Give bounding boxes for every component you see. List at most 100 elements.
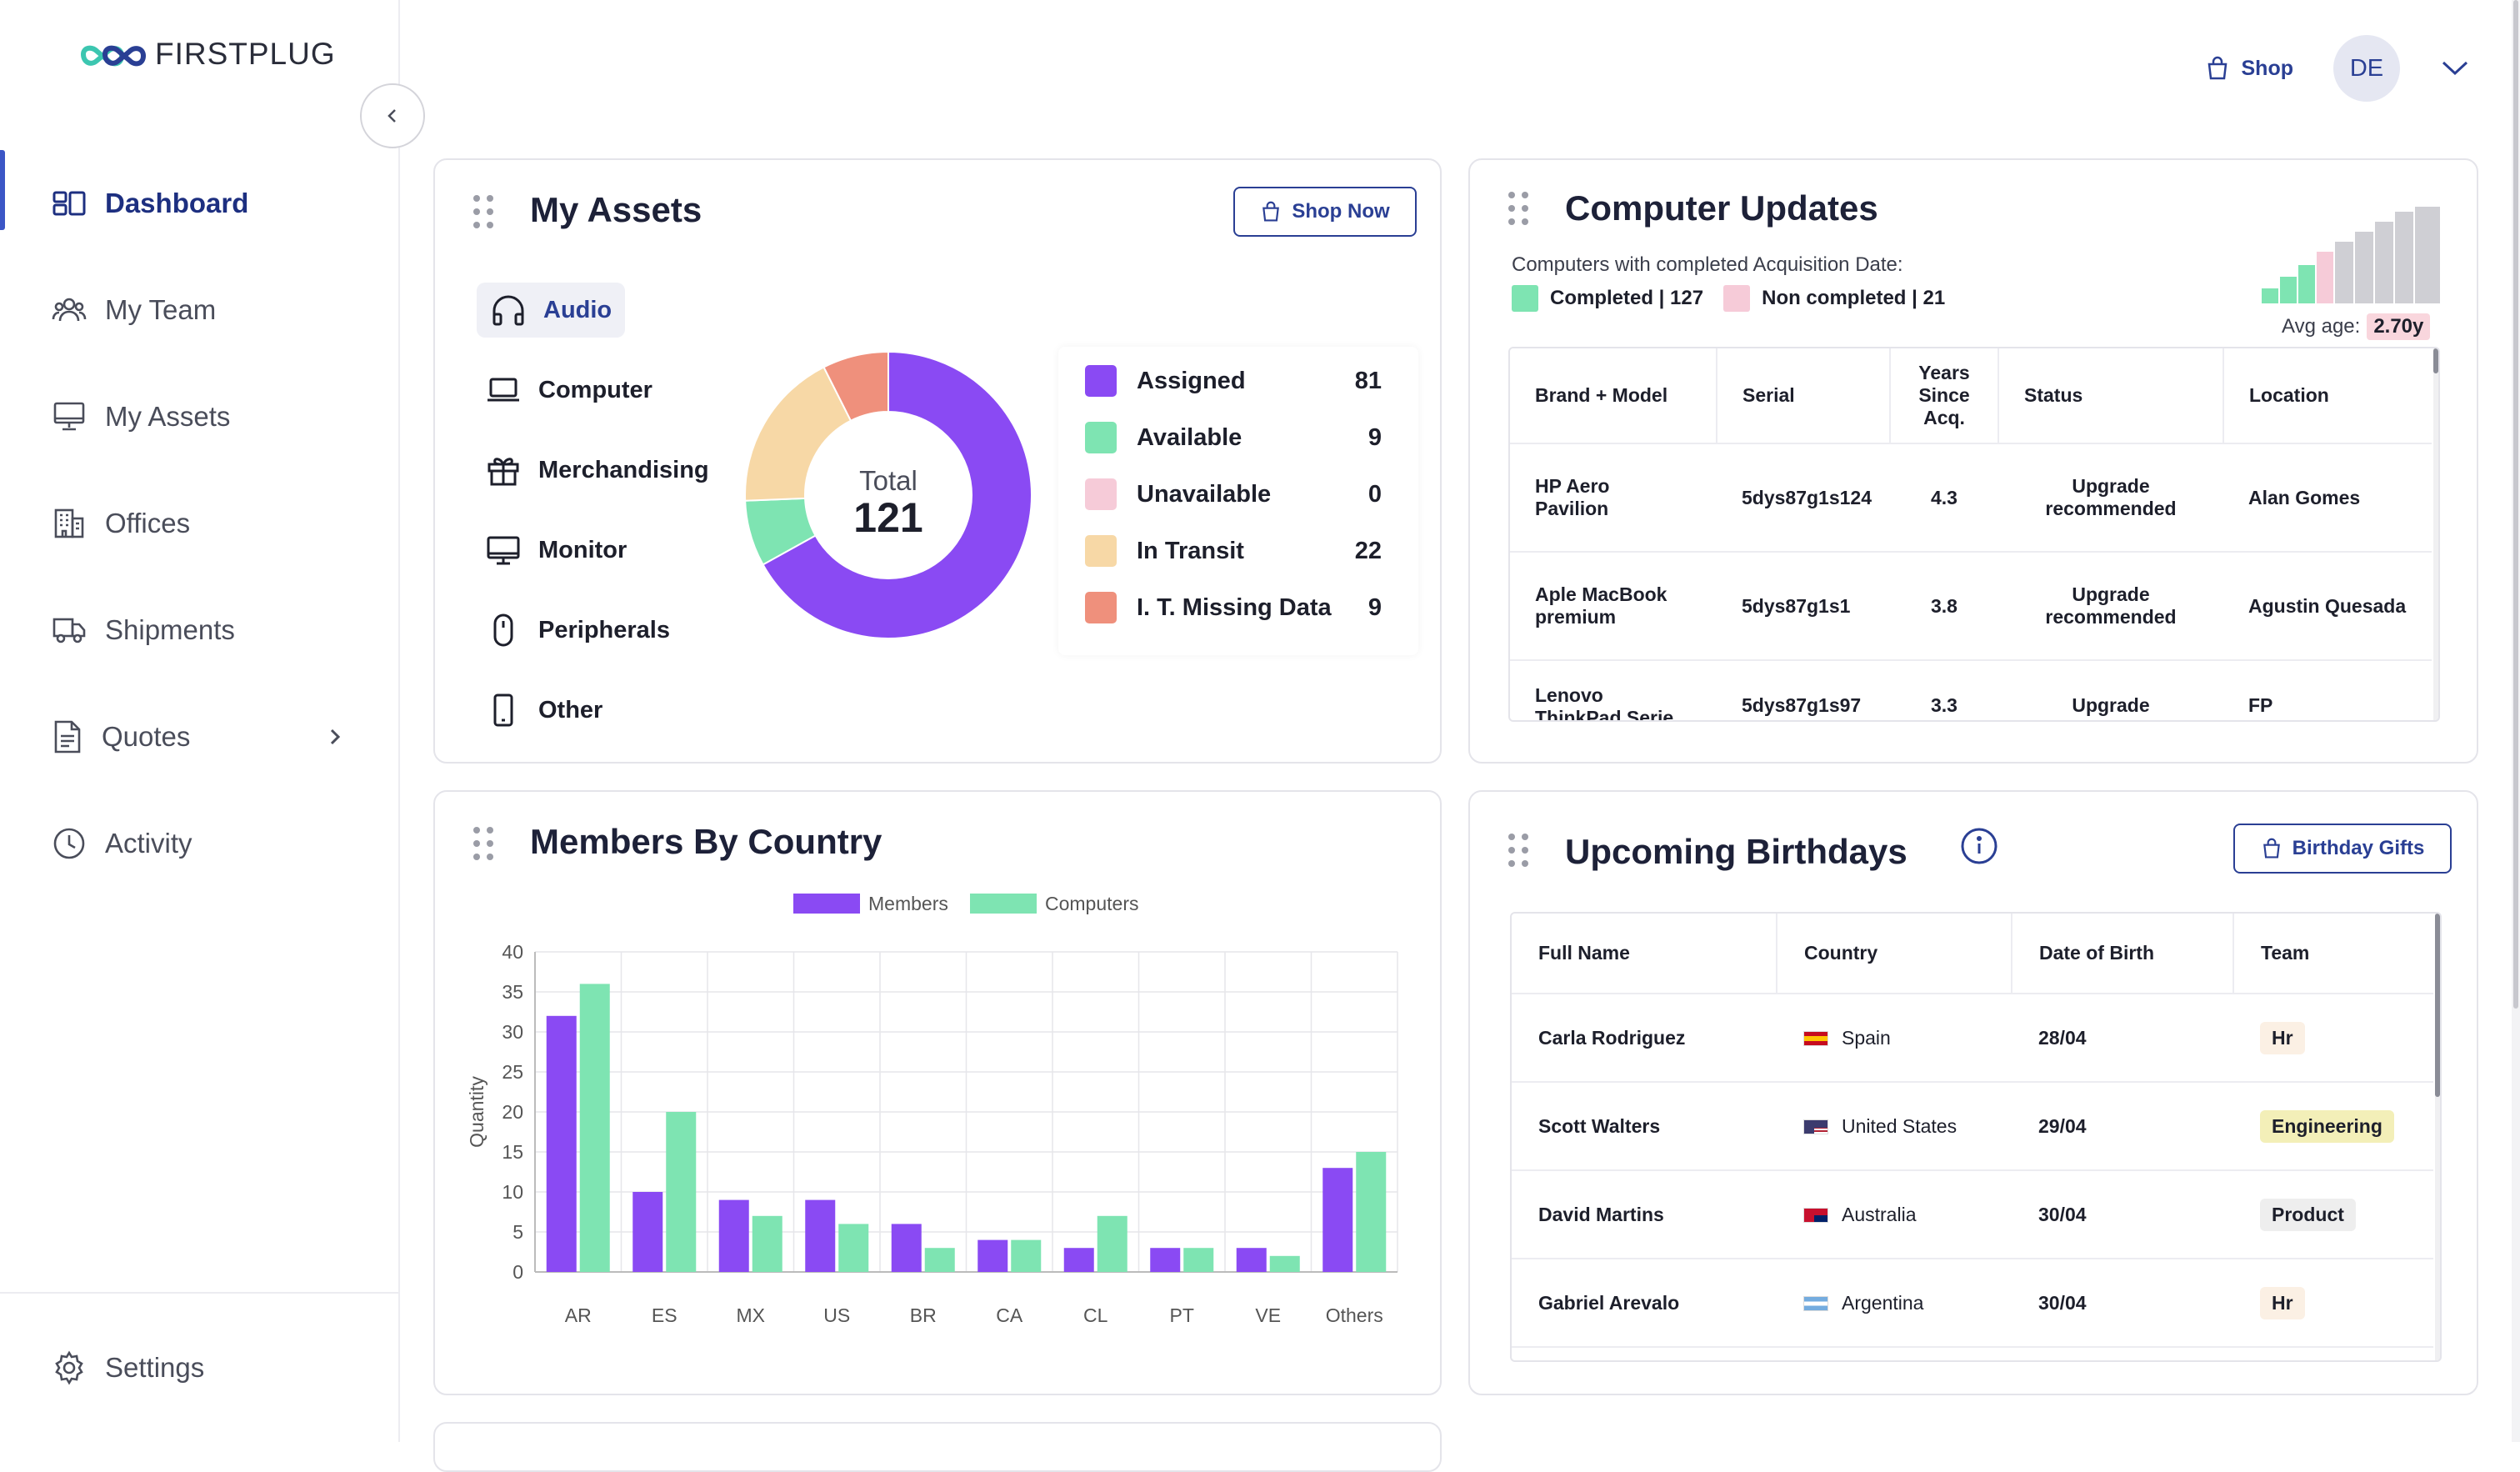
age-sparkline-chart <box>2262 207 2440 303</box>
cell-dob: 30/04 <box>2038 1203 2087 1225</box>
info-icon[interactable] <box>1960 827 1998 865</box>
category-list: Audio Computer Merchandising Monitor Per… <box>477 270 709 750</box>
assets-donut-chart: Total 121 <box>744 350 1032 639</box>
bar-computers-br[interactable] <box>924 1248 955 1272</box>
bar-members-pt[interactable] <box>1150 1248 1181 1272</box>
clock-icon <box>53 828 85 859</box>
sidebar-item-my-assets[interactable]: My Assets <box>0 363 398 470</box>
status-link[interactable]: Upgrade recommended <box>2045 475 2177 519</box>
brand-logo[interactable]: FIRSTPLUG <box>78 37 336 72</box>
bar-members-others[interactable] <box>1322 1168 1353 1272</box>
status-link[interactable]: Upgrade recommended <box>2045 583 2177 628</box>
birthday-gifts-button[interactable]: Birthday Gifts <box>2233 824 2452 874</box>
column-header[interactable]: Years Since Acq. <box>1890 348 1999 443</box>
bar-computers-pt[interactable] <box>1183 1248 1214 1272</box>
bar-members-ar[interactable] <box>546 1015 577 1272</box>
column-header[interactable]: Team <box>2233 914 2433 994</box>
category-peripherals[interactable]: Peripherals <box>477 590 709 670</box>
table-row: HP Aero Pavilion 5dys87g1s124 4.3 Upgrad… <box>1510 443 2432 552</box>
legend-swatch <box>1085 535 1117 567</box>
column-header[interactable]: Brand + Model <box>1510 348 1718 443</box>
column-header[interactable]: Location <box>2223 348 2432 443</box>
legend-swatch-computers[interactable] <box>970 894 1037 914</box>
sidebar-item-settings[interactable]: Settings <box>52 1350 204 1385</box>
drag-handle[interactable] <box>1508 192 1528 225</box>
table-scrollbar-thumb[interactable] <box>2435 914 2440 1097</box>
page-scrollbar[interactable] <box>2512 0 2520 1442</box>
sidebar-item-shipments[interactable]: Shipments <box>0 577 398 683</box>
bar-members-es[interactable] <box>632 1192 663 1272</box>
donut-slice-i-t-missing-data[interactable] <box>822 350 889 423</box>
legend-swatch <box>1723 285 1751 312</box>
my-assets-card: My Assets Shop Now Audio Computer Mercha… <box>433 158 1442 764</box>
sidebar-item-quotes[interactable]: Quotes <box>0 683 398 790</box>
bar-computers-es[interactable] <box>666 1112 697 1272</box>
x-tick-label: CA <box>996 1304 1023 1326</box>
sidebar-item-my-team[interactable]: My Team <box>0 257 398 363</box>
drag-handle[interactable] <box>1508 834 1528 867</box>
legend-swatch <box>1085 478 1117 510</box>
column-header[interactable]: Status <box>1998 348 2224 443</box>
category-other[interactable]: Other <box>477 670 709 750</box>
status-link[interactable]: Upgrade <box>2072 694 2150 716</box>
category-merchandising[interactable]: Merchandising <box>477 430 709 510</box>
bar-members-mx[interactable] <box>718 1199 749 1272</box>
bar-computers-ca[interactable] <box>1011 1239 1042 1272</box>
x-tick-label: Others <box>1326 1304 1383 1326</box>
bar-computers-ve[interactable] <box>1269 1255 1300 1272</box>
table-scrollbar[interactable] <box>2433 348 2438 720</box>
column-header[interactable]: Country <box>1777 914 2012 994</box>
truck-icon <box>52 618 86 643</box>
y-tick-label: 25 <box>502 1061 523 1083</box>
chevron-down-icon[interactable] <box>2440 58 2470 78</box>
birthdays-table-wrap[interactable]: Full Name Country Date of Birth Team Car… <box>1510 912 2442 1362</box>
computer-updates-table-wrap[interactable]: Brand + Model Serial Years Since Acq. St… <box>1508 347 2440 722</box>
bar-computers-mx[interactable] <box>752 1215 782 1272</box>
category-computer[interactable]: Computer <box>477 350 709 430</box>
page-scrollbar-thumb[interactable] <box>2513 0 2518 1009</box>
cell-location: Agustin Quesada <box>2248 594 2407 617</box>
completed-label: Completed | 127 <box>1550 287 1704 309</box>
sidebar-item-offices[interactable]: Offices <box>0 470 398 577</box>
drag-handle[interactable] <box>473 827 493 860</box>
category-audio[interactable]: Audio <box>477 270 709 350</box>
shop-link[interactable]: Shop <box>2205 56 2293 81</box>
column-header[interactable]: Full Name <box>1512 914 1778 994</box>
team-badge: Engineering <box>2260 1109 2394 1143</box>
shopping-bag-icon <box>1262 201 1280 222</box>
legend-value: 22 <box>1354 537 1382 564</box>
bar-members-cl[interactable] <box>1063 1248 1094 1272</box>
bar-members-ca[interactable] <box>978 1239 1008 1272</box>
bar-computers-cl[interactable] <box>1097 1215 1128 1272</box>
sidebar-item-label: Activity <box>105 828 192 859</box>
mouse-icon <box>493 613 513 647</box>
avatar[interactable]: DE <box>2333 35 2400 102</box>
legend-unavailable: Unavailable 0 <box>1085 478 1382 510</box>
table-scrollbar[interactable] <box>2435 914 2440 1360</box>
column-header[interactable]: Serial <box>1717 348 1891 443</box>
collapse-sidebar-button[interactable] <box>360 83 425 148</box>
cell-years: 3.8 <box>1931 594 1958 617</box>
sidebar-item-activity[interactable]: Activity <box>0 790 398 897</box>
column-header[interactable]: Date of Birth <box>2012 914 2234 994</box>
team-badge: Hr <box>2260 1021 2305 1054</box>
category-label: Other <box>538 696 603 723</box>
bar-members-br[interactable] <box>891 1224 922 1272</box>
bar-computers-others[interactable] <box>1356 1152 1387 1272</box>
bar-members-us[interactable] <box>805 1199 836 1272</box>
button-label: Shop Now <box>1292 200 1390 223</box>
donut-slice-assigned[interactable] <box>762 350 1032 639</box>
bar-computers-us[interactable] <box>838 1224 869 1272</box>
sidebar-item-dashboard[interactable]: Dashboard <box>0 150 398 257</box>
bar-computers-ar[interactable] <box>579 984 610 1272</box>
category-monitor[interactable]: Monitor <box>477 510 709 590</box>
bar-members-ve[interactable] <box>1236 1248 1267 1272</box>
table-scrollbar-thumb[interactable] <box>2433 348 2438 373</box>
shop-now-button[interactable]: Shop Now <box>1233 187 1417 237</box>
drag-handle[interactable] <box>473 195 493 228</box>
legend-label: In Transit <box>1137 537 1244 564</box>
legend-value: 81 <box>1354 367 1382 394</box>
chevron-right-icon[interactable] <box>325 725 345 749</box>
legend-swatch-members[interactable] <box>793 894 860 914</box>
legend-value: 9 <box>1368 593 1382 621</box>
